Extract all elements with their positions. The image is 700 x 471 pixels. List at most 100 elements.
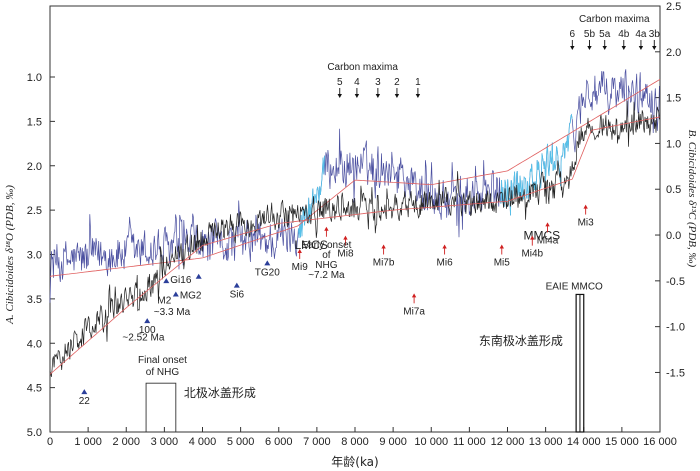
triangle-label: 100 [139,325,156,336]
carbon-maxima-label: 4a [635,29,647,40]
series-d18o [49,100,661,377]
x-tick-label: 10 000 [414,436,448,448]
carbon-maxima-arrowhead [602,46,607,50]
d13c-line [49,69,660,303]
x-tick-label: 5 000 [227,436,255,448]
carbon-maxima-arrowhead [337,94,342,98]
d13c-trend [49,78,661,277]
triangle-label: 22 [79,396,91,407]
event-label: Mi7b [373,258,395,269]
triangle-label: M2 [157,295,171,306]
right-tick-label: 2.0 [666,47,681,59]
d18o-line [49,100,660,377]
right-tick-label: 0.0 [666,230,681,242]
left-axis: 1.0 1.5 2.0 2.5 3.0 3.5 4.0 4.5 5.0 A. Cibicidoid… [4,72,55,439]
event-label: Mi4a [537,235,559,246]
triangle-marker [264,260,271,266]
left-tick-label: 2.5 [27,205,42,217]
triangle-marker [144,318,151,324]
event-arrowhead [297,248,302,253]
x-tick-label: 0 [47,436,53,448]
event-label: Mi5 [494,258,511,269]
x-tick-label: 3 000 [151,436,179,448]
event-arrowhead [442,244,447,249]
left-tick-label: 4.0 [27,338,42,350]
event-arrowhead [583,204,588,209]
x-axis-title: 年龄(ka) [331,455,378,469]
right-tick-label: 1.0 [666,138,681,150]
left-tick-label: 2.0 [27,161,42,173]
eaie-mmco-label: EAIE MMCO [546,281,603,292]
glacial-events: Mi3 Mi4a Mi4b Mi5 Mi6 Mi7a Mi7b Mi8 Mi9 Early ons… [292,204,595,317]
region-label: LMCS [294,238,327,252]
arctic-ice-bar [145,382,177,433]
event-label: Mi7a [403,306,425,317]
triangle-label: MG2 [180,290,202,301]
left-tick-label: 1.0 [27,72,42,84]
triangle-label: TG20 [255,267,280,278]
x-tick-label: 13 000 [529,436,563,448]
x-tick-label: 6 000 [265,436,293,448]
carbon-maxima-arrowhead [587,46,592,50]
x-tick-label: 14 000 [567,436,601,448]
event-label: Mi4b [521,249,543,260]
right-tick-label: 1.5 [666,93,681,105]
x-tick-label: 4 000 [189,436,217,448]
carbon-maxima-arrowhead [394,94,400,98]
right-axis-title: B. Cibicidoides δ¹³C (PDB, ‰) [686,130,698,268]
left-tick-label: 3.5 [27,294,42,306]
ice-sheet-bars: 北极冰盖形成 东南极冰盖形成 EAIE MMCO [145,281,603,433]
carbon-maxima-arrowhead [638,46,644,50]
right-axis: -1.5 -1.0 -0.5 0.0 0.5 1.0 1.5 2.0 2.5 B. Cibicid… [655,1,698,379]
carbon-maxima-label: 6 [570,29,576,40]
carbon-maxima-label: 4b [618,29,630,40]
event-arrowhead [545,222,550,227]
triangle-marker [172,291,179,297]
x-tick-label: 9 000 [379,436,407,448]
x-tick-label: 15 000 [605,436,639,448]
triangle-label: Si6 [230,290,245,301]
triangle-events: Gi16 MG2 M2 Si6 TG20 100 22 [79,260,280,407]
event-arrowhead [343,235,348,240]
event-arrowhead [381,244,386,249]
right-tick-label: -0.5 [666,276,685,288]
triangle-marker [81,389,88,395]
x-tick-label: 16 000 [643,436,677,448]
event-label: Mi6 [437,258,454,269]
carbon-maxima-label: 1 [415,77,421,88]
right-tick-label: 0.5 [666,184,681,196]
x-axis: 0 1 000 2 000 3 000 4 000 5 000 6 000 7 000 8 00… [47,427,677,469]
carbon-maxima-label: 3b [649,29,661,40]
carbon-maxima-label: 3 [375,77,381,88]
x-tick-label: 2 000 [112,436,140,448]
event-arrowhead [411,293,417,298]
carbon-maxima-label: 5 [337,77,343,88]
left-tick-label: 5.0 [27,427,42,439]
d13c-highlight [298,155,325,238]
carbon-maxima-label: 5a [599,29,611,40]
carbon-maxima-arrowhead [354,94,360,98]
triangle-marker [195,273,202,279]
event-arrowhead [499,244,504,249]
x-tick-label: 12 000 [491,436,525,448]
event-label: Mi8 [337,249,354,260]
x-tick-label: 7 000 [303,436,331,448]
left-tick-label: 3.0 [27,250,42,262]
annotation-final-onset: Final onset [138,355,187,366]
event-arrowhead [324,226,329,231]
event-label: Mi3 [578,218,595,229]
early-onset-line: of [322,250,331,261]
left-tick-label: 1.5 [27,116,42,128]
arctic-ice-label: 北极冰盖形成 [184,386,256,400]
annotation-of-nhg: of NHG [146,367,180,378]
carbon-maxima-arrowhead [375,94,381,98]
antarctic-ice-label: 东南极冰盖形成 [479,333,563,348]
right-tick-label: 2.5 [666,1,681,13]
carbon-maxima-label: 4 [354,77,360,88]
d18o-trend [49,116,661,375]
left-axis-title: A. Cibicidoides δ¹⁸O (PDB, ‰) [4,185,16,325]
right-tick-label: -1.5 [666,367,685,379]
event-label: Mi9 [292,262,309,273]
